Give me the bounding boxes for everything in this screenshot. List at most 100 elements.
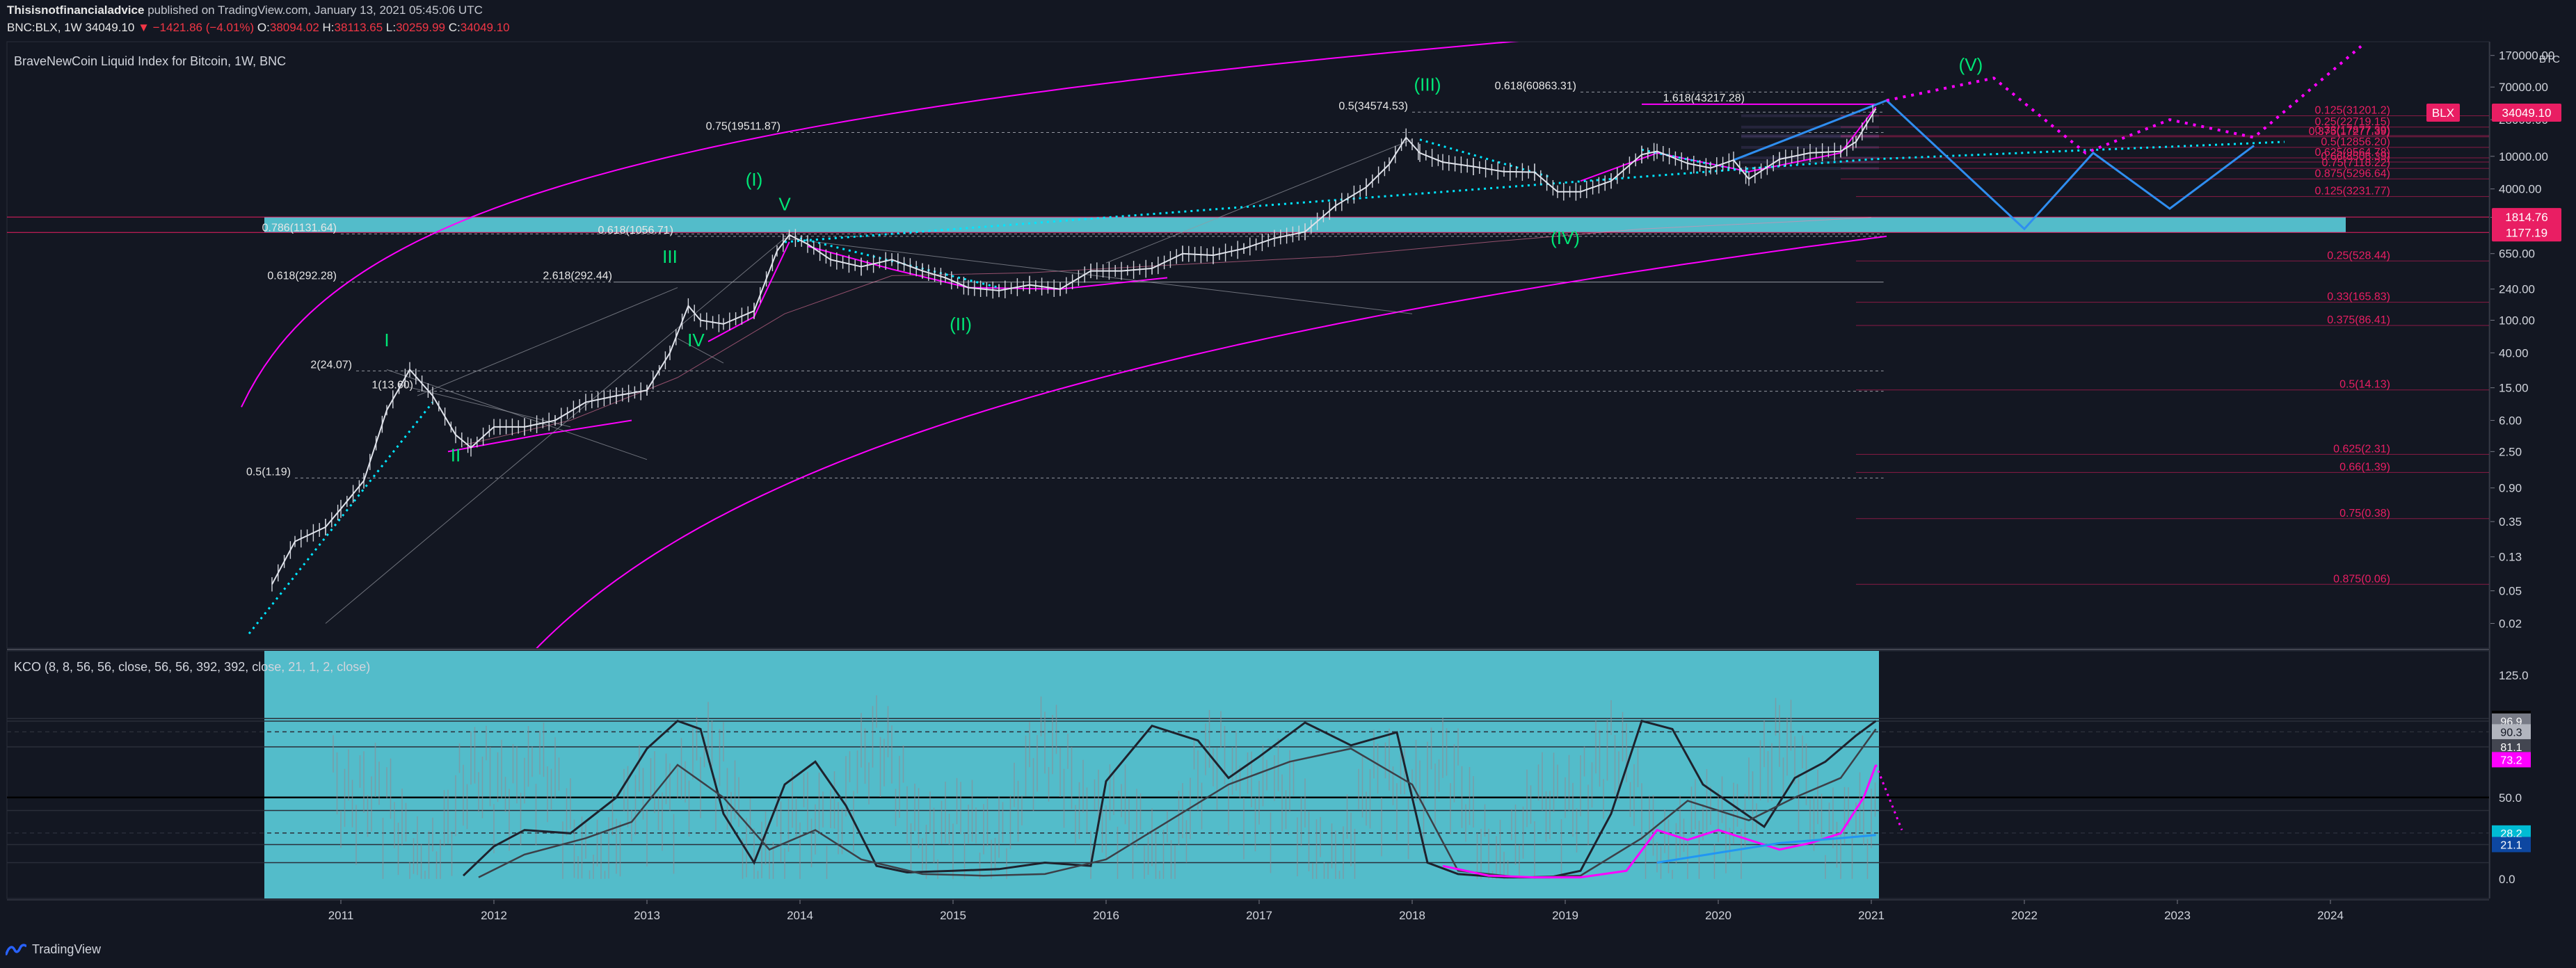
time-tick-label: 2014	[787, 909, 813, 922]
channel-line	[784, 238, 1413, 314]
fib-right-label: 0.66(8506.39)	[2321, 151, 2390, 163]
price-tick-label: 0.13	[2499, 551, 2522, 564]
fib-left-label: 1.618(43217.28)	[1663, 92, 1745, 104]
fib-left-label: 0.5(1.19)	[246, 466, 291, 478]
tradingview-logo-icon	[6, 944, 26, 955]
low-value: 30259.99	[396, 21, 445, 34]
fib-band	[1741, 134, 1879, 138]
fib-right-label: 0.625(2.31)	[2333, 443, 2390, 455]
oscillator-value-box	[2492, 837, 2531, 853]
oscillator-value-box	[2492, 825, 2531, 841]
price-tick-label: 40.00	[2499, 346, 2529, 360]
wave-label: (V)	[1959, 54, 1983, 75]
time-tick-label: 2015	[940, 909, 966, 922]
channel-line	[677, 338, 724, 364]
time-tick-label: 2020	[1705, 909, 1731, 922]
kco-fast-line	[462, 719, 1877, 879]
oscillator-title: KCO (8, 8, 56, 56, close, 56, 56, 392, 3…	[14, 660, 370, 674]
time-tick-label: 2016	[1093, 909, 1119, 922]
publish-info: published on TradingView.com, January 13…	[147, 3, 483, 17]
price-unit: BTC	[2539, 54, 2560, 65]
ohlc-header: BNC:BLX, 1W 34049.10 ▼ −1421.86 (−4.01%)…	[7, 21, 510, 35]
oscillator-tick-label: 125.0	[2499, 669, 2529, 682]
oscillator-value-box	[2492, 739, 2531, 755]
price-label-box	[2492, 104, 2561, 122]
wave-label: I	[384, 330, 389, 350]
fib-right-label: 0.25(22719.15)	[2314, 116, 2390, 128]
low-label: L:	[385, 21, 397, 34]
fib-right-label: 0.25(528.44)	[2327, 250, 2390, 261]
high-value: 38113.65	[334, 21, 383, 34]
close-label: C:	[448, 21, 461, 34]
price-tick-label: 0.90	[2499, 482, 2522, 495]
fib-right-label: 0.75(0.38)	[2339, 508, 2390, 519]
price-tick-label: 15.00	[2499, 382, 2529, 395]
time-tick-label: 2017	[1246, 909, 1272, 922]
main-pane[interactable]	[6, 41, 2490, 649]
open-value: 38094.02	[269, 21, 319, 34]
price-tick-label: 100.00	[2499, 314, 2535, 328]
price-label: 1177.19	[2506, 226, 2547, 239]
time-tick-label: 2023	[2164, 909, 2191, 922]
brand-name: TradingView	[32, 942, 102, 956]
fib-band	[1741, 161, 1879, 164]
fib-band	[1741, 114, 1879, 118]
author-name[interactable]: Thisisnotfinancialadvice	[7, 3, 145, 17]
fib-left-label: 2.618(292.44)	[543, 271, 612, 282]
cyan-trendline	[784, 140, 2285, 243]
fib-left-label: 0.618(292.28)	[267, 271, 337, 282]
fib-right-label: 0.75(7118.22)	[2322, 157, 2390, 169]
fib-right-label: 0.5(14.13)	[2339, 379, 2390, 391]
price-change: ▼ −1421.86 (−4.01%)	[138, 21, 255, 34]
time-tick-label: 2011	[328, 909, 354, 922]
price-tick-label: 4000.00	[2499, 183, 2541, 196]
cyan-trendline	[799, 237, 1000, 289]
time-tick-label: 2024	[2317, 909, 2344, 922]
price-tick-label: 10000.00	[2499, 150, 2548, 163]
symbol-label: BNC:BLX, 1W	[7, 21, 82, 34]
time-tick-label: 2021	[1858, 909, 1885, 922]
cyan-trendline	[248, 401, 434, 635]
fib-right-label: 0.375(17277.39)	[2309, 126, 2390, 138]
price-tick-label: 170000.00	[2499, 49, 2554, 63]
price-label-box	[2492, 208, 2561, 227]
channel-line	[1105, 139, 1413, 264]
fib-left-label: 0.5(34574.53)	[1338, 100, 1408, 112]
price-tick-label: 6.00	[2499, 414, 2522, 428]
price-line	[271, 108, 1877, 585]
fib-right-label: 0.875(5296.64)	[2314, 168, 2390, 179]
oscillator-value-label: 90.3	[2500, 727, 2522, 739]
price-tick-label: 2.50	[2499, 445, 2522, 458]
channel-line	[325, 238, 785, 624]
chart-title: BraveNewCoin Liquid Index for Bitcoin, 1…	[14, 54, 286, 68]
wave-label: (I)	[746, 169, 763, 190]
time-tick-label: 2013	[634, 909, 660, 922]
fib-right-label: 0.33(165.83)	[2327, 291, 2390, 303]
price-tick-label: 0.35	[2499, 515, 2522, 529]
time-tick-label: 2018	[1399, 909, 1425, 922]
fib-band	[1741, 125, 1879, 129]
oscillator-tick-label: 0.0	[2499, 873, 2515, 886]
fib-right-label: 0.125(3231.77)	[2314, 186, 2390, 197]
upper-growth-arc	[241, 42, 1520, 408]
price-tick-label: 0.02	[2499, 618, 2522, 631]
price-tick-label: 70000.00	[2499, 81, 2548, 94]
thin-pink-trend	[463, 217, 1872, 446]
wave-label: II	[451, 444, 461, 465]
wave-projection-magenta	[1886, 45, 2362, 155]
price-label-box	[2492, 223, 2561, 242]
oscillator-value-label: 73.2	[2500, 755, 2522, 766]
kco-base-line	[1656, 834, 1876, 864]
lower-growth-arc	[536, 235, 1887, 648]
time-tick-label: 2012	[481, 909, 507, 922]
tradingview-brand[interactable]: TradingView	[6, 939, 101, 960]
oscillator-tick-label: 50.0	[2499, 791, 2522, 805]
price-label: BLX	[2432, 106, 2454, 120]
oscillator-value-box	[2492, 724, 2531, 740]
fib-left-label: 0.618(1056.71)	[598, 225, 673, 236]
fib-left-label: 1(13.60)	[371, 380, 413, 392]
fib-left-label: 0.618(60863.31)	[1495, 80, 1576, 92]
fib-right-label: 0.875(0.06)	[2333, 573, 2390, 585]
